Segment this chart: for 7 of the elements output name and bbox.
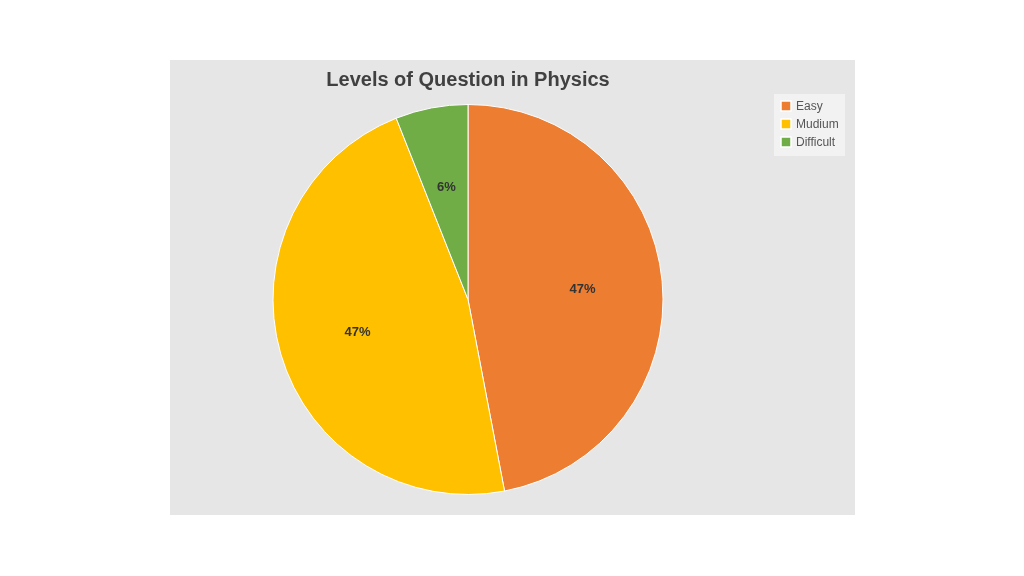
data-label: 47% <box>569 280 596 296</box>
chart-title: Levels of Question in Physics <box>326 68 610 90</box>
data-label: 6% <box>437 178 457 194</box>
legend-label: Difficult <box>796 135 836 149</box>
legend-label: Easy <box>796 99 823 113</box>
legend-label: Mudium <box>796 117 839 131</box>
data-label: 47% <box>344 323 372 339</box>
